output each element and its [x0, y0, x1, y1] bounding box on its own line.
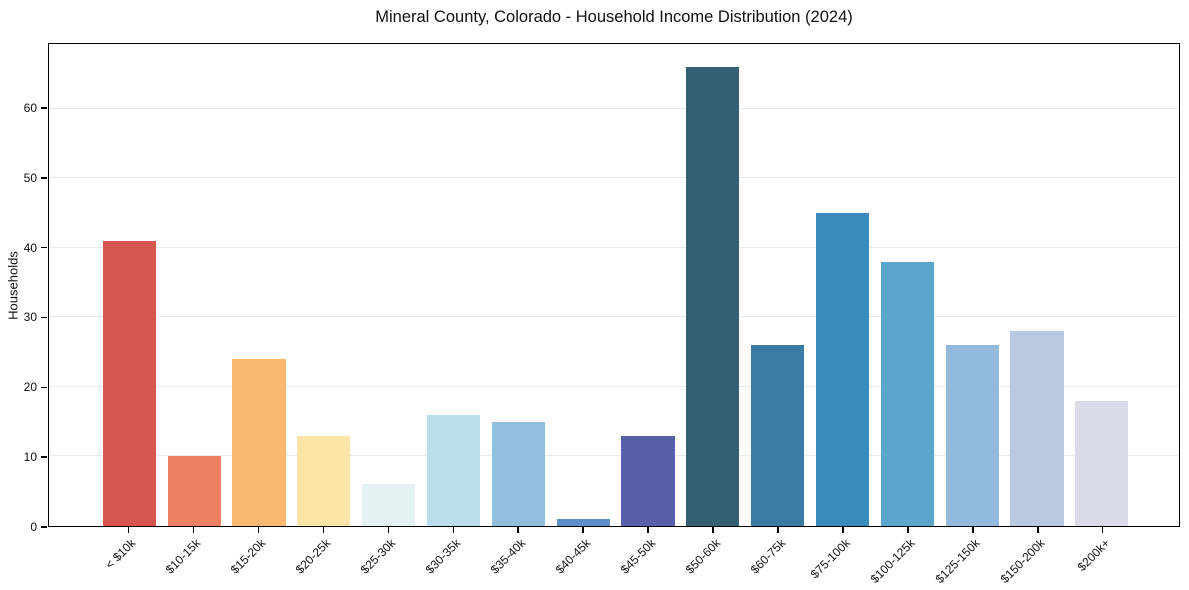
bar — [491, 421, 545, 526]
y-tick-label: 60 — [23, 100, 37, 115]
bar — [880, 261, 934, 526]
gridline — [49, 385, 1179, 387]
bar — [362, 484, 416, 526]
x-tick-label: $50-60k — [682, 536, 723, 577]
y-tick-label: 40 — [23, 240, 37, 255]
plot-area — [48, 43, 1180, 527]
x-tick-mark — [712, 527, 714, 533]
y-tick-mark — [41, 456, 47, 458]
x-tick-label: $150-200k — [997, 536, 1048, 587]
gridline — [49, 455, 1179, 457]
x-tick-mark — [972, 527, 974, 533]
y-tick-label: 10 — [23, 450, 37, 465]
gridline — [49, 177, 1179, 179]
x-tick-mark — [127, 527, 130, 533]
y-tick-mark — [41, 177, 47, 179]
x-tick-mark — [1101, 527, 1104, 533]
x-tick-label: $75-100k — [807, 536, 853, 582]
x-tick-label: $25-30k — [357, 536, 399, 577]
x-tick-mark — [582, 527, 584, 533]
bar — [621, 435, 675, 526]
y-tick-mark — [41, 386, 47, 389]
x-tick-mark — [322, 527, 325, 533]
x-tick-mark — [452, 527, 454, 533]
x-tick-label: $35-40k — [487, 536, 529, 577]
x-tick-mark — [647, 527, 649, 533]
y-tick-label: 50 — [23, 170, 37, 185]
x-tick-label: $45-50k — [617, 536, 659, 577]
x-tick-label: $60-75k — [747, 536, 788, 577]
y-tick-mark — [41, 107, 47, 109]
x-tick-mark — [1037, 527, 1039, 533]
x-tick-label: < $10k — [102, 536, 139, 572]
chart-title: Mineral County, Colorado - Household Inc… — [375, 8, 853, 26]
gridline — [49, 316, 1179, 318]
x-tick-mark — [192, 527, 195, 533]
x-tick-mark — [842, 527, 844, 533]
x-tick-label: $200k+ — [1074, 536, 1113, 574]
bar — [297, 435, 351, 526]
x-tick-label: $40-45k — [552, 536, 594, 577]
bar — [751, 345, 805, 526]
x-tick-label: $100-125k — [867, 536, 918, 587]
y-tick-mark — [41, 246, 47, 249]
bar — [815, 213, 870, 526]
y-tick-label: 30 — [23, 310, 37, 325]
x-tick-mark — [907, 527, 909, 533]
x-tick-label: $15-20k — [227, 536, 269, 577]
bar — [945, 345, 999, 526]
bar — [232, 359, 286, 526]
bar — [102, 240, 156, 526]
bar — [1010, 331, 1064, 526]
x-tick-label: $20-25k — [292, 536, 334, 577]
x-tick-mark — [777, 527, 779, 533]
bar — [556, 519, 610, 526]
y-tick-mark — [41, 316, 47, 319]
y-tick-label: 0 — [30, 520, 37, 534]
x-tick-label: $30-35k — [422, 536, 464, 577]
y-tick-mark — [41, 526, 47, 528]
x-tick-label: $10-15k — [162, 536, 204, 577]
x-tick-mark — [387, 527, 390, 533]
y-tick-label: 20 — [23, 380, 37, 395]
x-tick-mark — [517, 527, 519, 533]
bar — [686, 66, 740, 526]
bar — [167, 456, 221, 526]
x-tick-label: $125-150k — [932, 536, 983, 587]
gridline — [49, 246, 1179, 248]
gridline — [49, 107, 1179, 109]
x-tick-mark — [257, 527, 260, 533]
bar — [426, 414, 481, 526]
bar — [1075, 400, 1129, 526]
